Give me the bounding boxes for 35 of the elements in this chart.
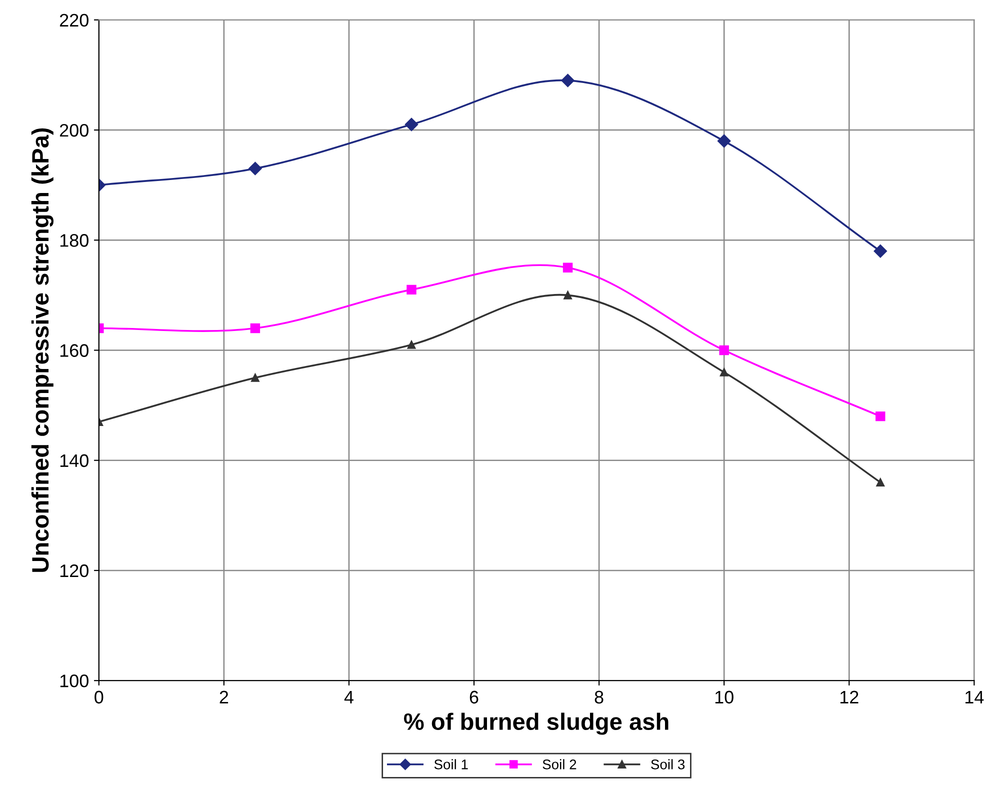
x-tick-label: 0 <box>94 690 104 704</box>
point <box>251 374 260 382</box>
y-tick-label: 220 <box>60 14 88 27</box>
legend-label: Soil 1 <box>434 759 468 770</box>
y-tick-label: 180 <box>60 234 88 247</box>
point <box>562 262 573 273</box>
point <box>561 74 574 88</box>
point <box>876 478 885 487</box>
x-axis-title: % of burned sludge ash <box>404 712 668 735</box>
legend-label: Soil 2 <box>542 759 576 770</box>
y-tick-label: 100 <box>60 674 88 688</box>
x-tick-label: 2 <box>220 690 228 704</box>
x-tick-label: 8 <box>594 690 604 704</box>
y-tick-label: 200 <box>60 124 88 137</box>
point <box>718 134 731 148</box>
y-axis-title: Unconfined compressive strength (kPa) <box>31 128 54 572</box>
y-tick-label: 140 <box>60 454 88 468</box>
point <box>719 345 729 356</box>
point <box>407 340 416 349</box>
x-tick-label: 10 <box>715 690 734 704</box>
point <box>874 244 887 258</box>
y-tick-label: 160 <box>60 344 88 357</box>
x-tick-label: 4 <box>344 690 354 704</box>
point <box>248 162 262 176</box>
y-tick-label: 120 <box>60 564 88 578</box>
point <box>720 368 728 376</box>
x-tick-label: 14 <box>966 690 984 704</box>
legend-label: Soil 3 <box>651 759 685 770</box>
point <box>250 323 260 334</box>
x-tick-label: 6 <box>470 690 478 704</box>
point <box>876 411 886 422</box>
x-tick-label: 12 <box>840 690 858 704</box>
point <box>406 284 416 295</box>
point <box>564 291 572 300</box>
point <box>404 118 418 132</box>
